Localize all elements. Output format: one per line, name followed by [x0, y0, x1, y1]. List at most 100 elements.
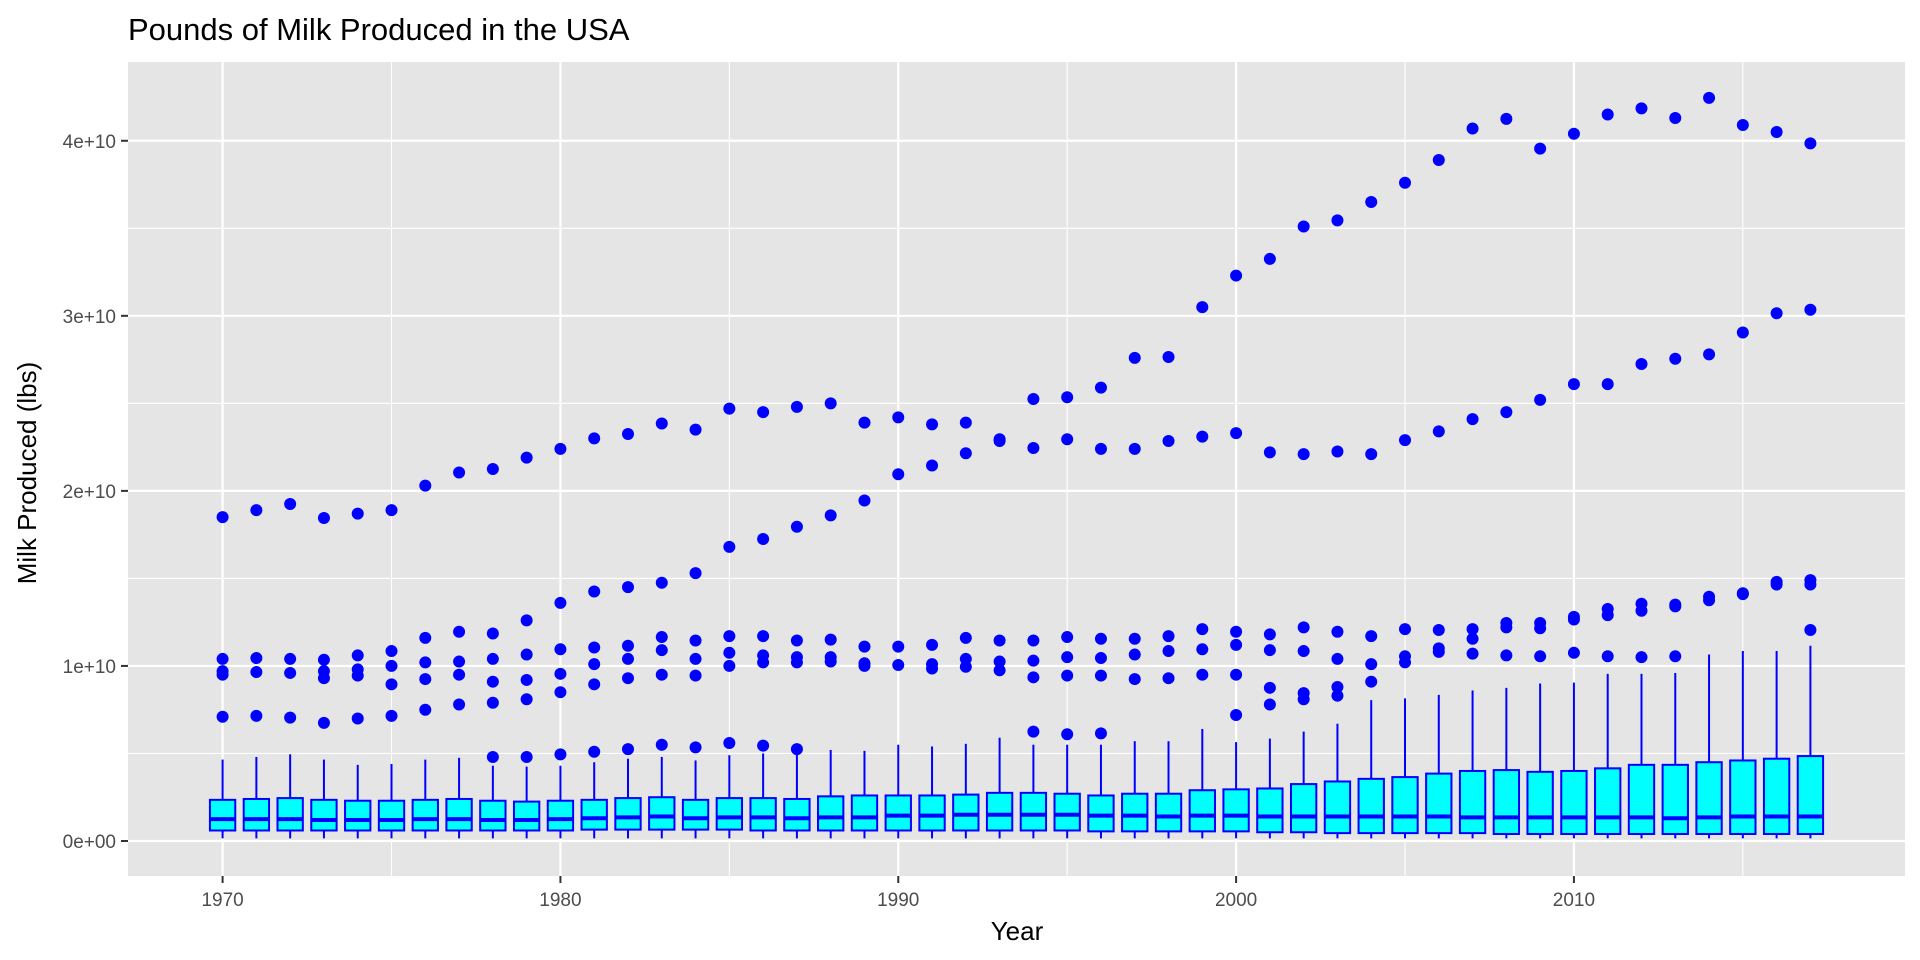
box-1974 [344, 507, 372, 839]
outlier-point [1230, 427, 1243, 440]
iqr-box [850, 794, 879, 832]
outlier-point [1432, 624, 1445, 637]
iqr-box [715, 797, 744, 831]
outlier-point [1534, 142, 1547, 155]
outlier-point [385, 645, 398, 658]
outlier-point [1263, 698, 1276, 711]
outlier-point [1703, 590, 1716, 603]
outlier-point [1263, 446, 1276, 459]
outlier-point [621, 581, 634, 594]
outlier-point [757, 630, 770, 643]
iqr-box [1222, 788, 1250, 833]
outlier-point [1770, 126, 1783, 139]
outlier-point [554, 686, 567, 699]
outlier-point [1365, 675, 1378, 688]
outlier-point [1500, 649, 1513, 662]
outlier-point [621, 652, 634, 665]
outlier-point [1263, 252, 1276, 265]
iqr-box [1154, 792, 1183, 833]
outlier-point [689, 652, 702, 665]
x-axis-title: Year [991, 916, 1044, 946]
outlier-point [419, 656, 432, 669]
iqr-box [1762, 757, 1791, 835]
outlier-point [1736, 119, 1749, 132]
outlier-point [1567, 610, 1580, 623]
box-1979 [512, 451, 541, 839]
outlier-point [790, 651, 803, 664]
box-1991 [918, 418, 946, 839]
iqr-box [580, 798, 608, 831]
outlier-point [486, 652, 499, 665]
outlier-point [385, 709, 398, 722]
iqr-box [1188, 789, 1216, 833]
outlier-point [1061, 631, 1074, 644]
box-2003 [1323, 214, 1352, 839]
outlier-point [1365, 630, 1378, 643]
outlier-point [655, 631, 668, 644]
iqr-box [344, 799, 372, 832]
outlier-point [1635, 651, 1648, 664]
outlier-point [453, 466, 466, 479]
outlier-point [824, 651, 837, 664]
iqr-box [1121, 792, 1149, 833]
outlier-point [824, 397, 837, 410]
outlier-point [1500, 112, 1513, 125]
iqr-box [681, 798, 710, 831]
outlier-point [520, 750, 533, 763]
y-tick-label: 4e+10 [63, 132, 116, 153]
outlier-point [1432, 425, 1445, 438]
outlier-point [284, 652, 297, 665]
outlier-point [1061, 651, 1074, 664]
outlier-point [1263, 628, 1276, 641]
outlier-point [689, 669, 702, 682]
outlier-point [1297, 448, 1310, 461]
box-1996 [1087, 381, 1115, 839]
outlier-point [1027, 671, 1040, 684]
outlier-point [1601, 378, 1614, 391]
outlier-point [858, 640, 871, 653]
outlier-point [1230, 668, 1243, 681]
outlier-point [1534, 650, 1547, 663]
box-1999 [1188, 301, 1216, 839]
outlier-point [317, 716, 330, 729]
outlier-point [858, 416, 871, 429]
box-1985 [715, 402, 744, 839]
outlier-point [892, 640, 905, 653]
box-1980 [546, 442, 575, 839]
outlier-point [1297, 220, 1310, 233]
outlier-point [1466, 632, 1479, 645]
iqr-box [817, 795, 845, 832]
box-1983 [648, 417, 676, 839]
box-1984 [681, 423, 710, 839]
iqr-box [648, 796, 676, 831]
box-1981 [580, 432, 608, 839]
box-2002 [1289, 220, 1318, 839]
box-1978 [479, 463, 507, 839]
box-2015 [1729, 119, 1757, 839]
outlier-point [723, 646, 736, 659]
iqr-box [208, 798, 237, 832]
outlier-point [621, 427, 634, 440]
outlier-point [250, 709, 263, 722]
outlier-point [520, 693, 533, 706]
outlier-point [757, 739, 770, 752]
x-tick-label: 2010 [1553, 890, 1595, 911]
outlier-point [1230, 625, 1243, 638]
outlier-point [588, 658, 601, 671]
iqr-box [1357, 777, 1385, 835]
box-2004 [1357, 196, 1385, 839]
outlier-point [858, 657, 871, 670]
outlier-point [385, 659, 398, 672]
outlier-point [588, 641, 601, 654]
box-1982 [614, 427, 642, 839]
outlier-point [216, 710, 229, 723]
outlier-point [284, 498, 297, 511]
box-2001 [1256, 252, 1284, 839]
outlier-point [351, 507, 364, 520]
outlier-point [1703, 348, 1716, 361]
iqr-box [985, 791, 1014, 832]
outlier-point [385, 678, 398, 691]
box-1990 [884, 411, 912, 839]
outlier-point [689, 634, 702, 647]
y-tick-label: 1e+10 [63, 657, 116, 678]
